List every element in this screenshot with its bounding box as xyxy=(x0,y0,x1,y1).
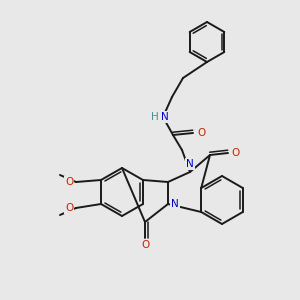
Text: N: N xyxy=(171,199,179,209)
Text: H: H xyxy=(151,112,159,122)
Text: O: O xyxy=(65,203,73,213)
Text: N: N xyxy=(186,159,194,169)
Text: O: O xyxy=(197,128,205,138)
Text: O: O xyxy=(141,240,149,250)
Text: O: O xyxy=(65,177,73,187)
Text: N: N xyxy=(161,112,169,122)
Text: O: O xyxy=(232,148,240,158)
